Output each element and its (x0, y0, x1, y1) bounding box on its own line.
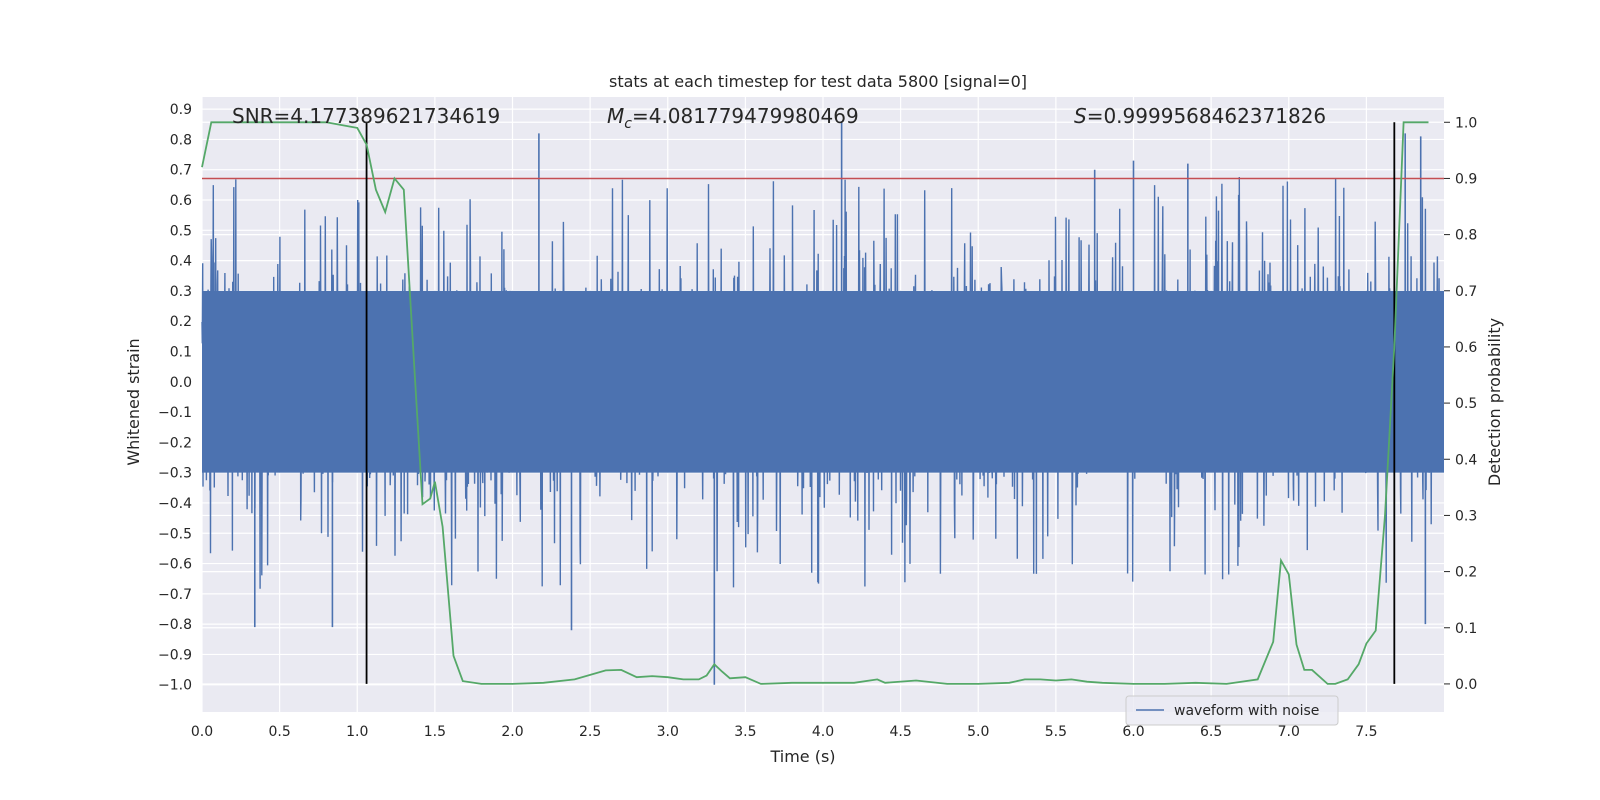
y2-tick-label: 0.7 (1455, 284, 1477, 300)
x-tick-label: 2.5 (579, 724, 601, 740)
x-tick-label: 6.5 (1200, 724, 1222, 740)
y-axis-label: Whitened strain (124, 338, 143, 465)
y-tick-label: 0.4 (170, 254, 192, 270)
x-tick-label: 4.0 (812, 724, 834, 740)
y2-tick-label: 0.9 (1455, 171, 1477, 187)
y-tick-label: −0.1 (158, 405, 192, 421)
y-tick-label: 0.8 (170, 132, 192, 148)
x-tick-label: 7.0 (1278, 724, 1300, 740)
score-symbol: S (1074, 104, 1087, 128)
y2-tick-label: 0.5 (1455, 396, 1477, 412)
x-tick-label: 6.0 (1122, 724, 1144, 740)
x-tick-label: 3.5 (734, 724, 756, 740)
y-tick-label: 0.6 (170, 193, 192, 209)
y-tick-label: −0.4 (158, 496, 192, 512)
legend: waveform with noise (1125, 695, 1339, 726)
x-axis-label: Time (s) (769, 747, 835, 766)
y2-tick-label: 0.4 (1455, 452, 1477, 468)
y2-axis-ticks: 1.0 0.9 0.8 0.7 0.6 0.5 0.4 0.3 0.2 0.1 0.0 (1444, 115, 1477, 693)
y-tick-label: 0.0 (170, 375, 192, 391)
legend-box (1125, 695, 1339, 726)
y-tick-label: 0.9 (170, 102, 192, 118)
y2-tick-label: 0.0 (1455, 677, 1477, 693)
waveform-series (201, 121, 1444, 685)
chirp-mass-annotation: Mc=4.081779479980469 (607, 104, 859, 132)
x-axis-ticks: 0.0 0.5 1.0 1.5 2.0 2.5 3.0 3.5 4.0 4.5 5.0 5.5 6.0 6… (191, 724, 1378, 740)
waveform-core-band (202, 290, 1444, 473)
score-value: =0.9999568462371826 (1087, 104, 1326, 128)
detection-probability-series (201, 121, 1429, 685)
detection-probability-line (201, 121, 1429, 685)
chirp-mass-symbol: M (607, 104, 624, 128)
y2-tick-label: 0.1 (1455, 621, 1477, 637)
x-tick-label: 0.0 (191, 724, 213, 740)
chirp-mass-subscript: c (624, 116, 632, 132)
x-tick-label: 2.0 (501, 724, 523, 740)
y-tick-label: 0.2 (170, 314, 192, 330)
legend-entry-waveform: waveform with noise (1174, 703, 1319, 719)
y-tick-label: 0.3 (170, 284, 192, 300)
x-tick-label: 3.0 (657, 724, 679, 740)
chirp-mass-value: =4.081779479980469 (632, 104, 859, 128)
x-tick-label: 1.0 (346, 724, 368, 740)
y-tick-label: −0.9 (158, 647, 192, 663)
x-tick-label: 5.5 (1045, 724, 1067, 740)
x-tick-label: 4.5 (889, 724, 911, 740)
chart-title: stats at each timestep for test data 580… (609, 72, 1027, 91)
x-tick-label: 5.0 (967, 724, 989, 740)
y2-tick-label: 0.8 (1455, 228, 1477, 244)
y-tick-label: 0.7 (170, 163, 192, 179)
score-annotation: S=0.9999568462371826 (1074, 104, 1326, 128)
y2-tick-label: 0.6 (1455, 340, 1477, 356)
y-tick-label: −0.6 (158, 557, 192, 573)
snr-annotation: SNR=4.177389621734619 (232, 104, 500, 128)
y-tick-label: −0.2 (158, 435, 192, 451)
x-tick-label: 1.5 (424, 724, 446, 740)
y2-axis-label: Detection probability (1485, 318, 1504, 486)
y2-tick-label: 0.3 (1455, 508, 1477, 524)
y-tick-label: −0.7 (158, 587, 192, 603)
y-tick-label: −1.0 (158, 678, 192, 694)
overlay-lines (202, 122, 1444, 684)
y-axis-ticks: 0.9 0.8 0.7 0.6 0.5 0.4 0.3 0.2 0.1 0.0 −0.1 −0.2 −0… (158, 102, 192, 694)
y-tick-label: −0.8 (158, 617, 192, 633)
x-tick-label: 0.5 (268, 724, 290, 740)
y-tick-label: 0.5 (170, 223, 192, 239)
y2-tick-label: 1.0 (1455, 115, 1477, 131)
y-tick-label: −0.5 (158, 526, 192, 542)
y2-tick-label: 0.2 (1455, 565, 1477, 581)
x-tick-label: 7.5 (1355, 724, 1377, 740)
y-tick-label: −0.3 (158, 466, 192, 482)
y-tick-label: 0.1 (170, 344, 192, 360)
